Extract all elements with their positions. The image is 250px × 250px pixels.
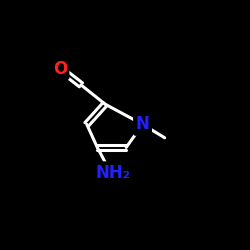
Text: NH₂: NH₂: [95, 164, 130, 182]
Text: O: O: [53, 60, 67, 78]
Text: N: N: [136, 115, 149, 133]
